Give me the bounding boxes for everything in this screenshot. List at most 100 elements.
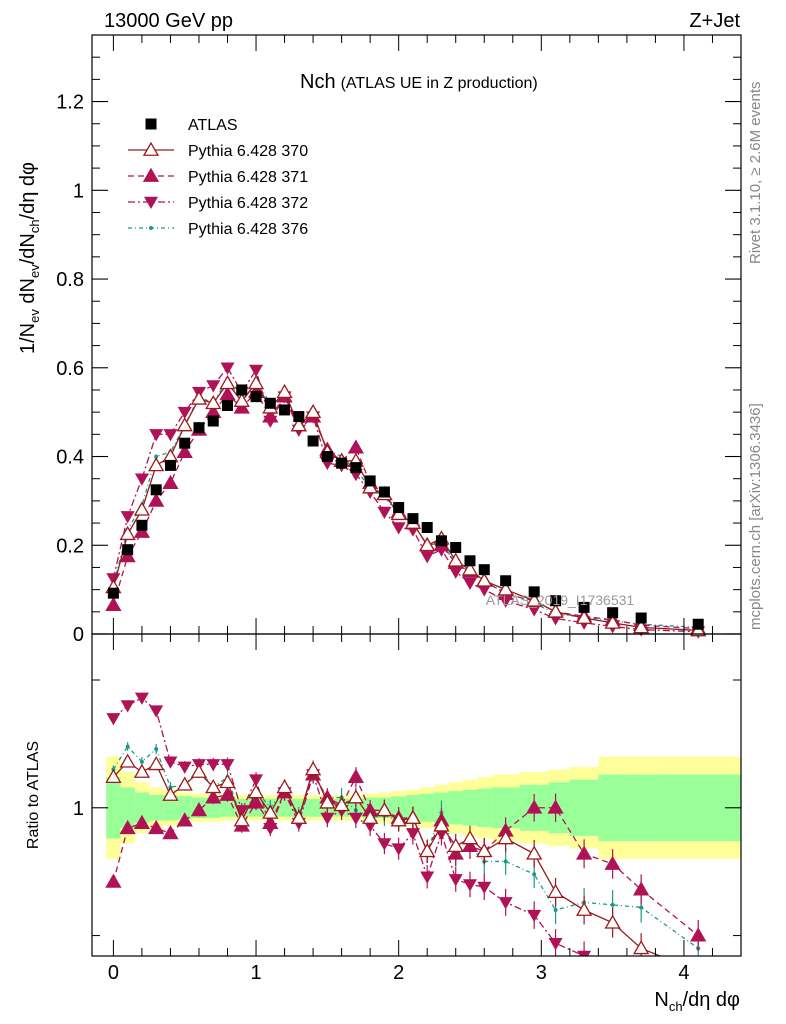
- y-tick-label: 0: [73, 624, 84, 646]
- stat-uncertainty-band: [477, 788, 492, 827]
- data-point: [607, 607, 619, 619]
- data-point: [526, 592, 543, 607]
- ratio-point: [575, 901, 593, 916]
- ratio-point: [348, 812, 363, 825]
- ratio-plot-frame: [91, 633, 742, 957]
- data-point: [528, 586, 540, 598]
- data-point: [464, 555, 476, 567]
- legend-marker: [144, 196, 158, 209]
- energy-label: 13000 GeV pp: [104, 10, 233, 32]
- source-label: mcplots.cern.ch [arXiv:1306.3436]: [747, 403, 764, 630]
- stat-uncertainty-band: [569, 779, 599, 836]
- data-point: [179, 437, 191, 449]
- ratio-point: [433, 817, 450, 832]
- legend-marker: [142, 167, 160, 182]
- main-plot-data: [105, 362, 707, 639]
- data-point: [391, 522, 406, 535]
- stat-uncertainty-band: [106, 777, 121, 839]
- ratio-point: [390, 812, 407, 827]
- data-point: [164, 459, 176, 471]
- data-point: [133, 523, 151, 538]
- data-point: [307, 435, 319, 447]
- y-tick-label: 0.2: [56, 535, 84, 557]
- data-point: [207, 415, 219, 427]
- ratio-point: [233, 812, 250, 827]
- data-point: [364, 475, 376, 487]
- legend-label: Pythia 6.428 371: [188, 169, 308, 186]
- data-point: [477, 584, 492, 597]
- ratio-point: [690, 927, 707, 942]
- ratio-point: [553, 908, 558, 912]
- ratio-plot-panel: 1 0 1 2 3 4 Ratio to ATLAS Nch/dη dφ: [25, 633, 742, 1014]
- ratio-point: [405, 828, 420, 841]
- data-point: [247, 374, 265, 390]
- ratio-point: [604, 914, 621, 929]
- ratio-point: [134, 692, 149, 705]
- ratio-point: [177, 761, 192, 774]
- ratio-point: [262, 804, 279, 819]
- ratio-point: [461, 830, 479, 845]
- ratio-point: [163, 756, 178, 769]
- data-point: [550, 595, 562, 607]
- x-tick-label: 0: [108, 962, 119, 984]
- legend-marker: [145, 118, 157, 130]
- ratio-point: [419, 842, 436, 858]
- ratio-point: [448, 874, 463, 887]
- ratio-point: [205, 789, 222, 804]
- data-point: [233, 392, 250, 407]
- data-point: [279, 404, 291, 416]
- ratio-point: [633, 881, 650, 896]
- ratio-point: [119, 819, 136, 835]
- data-point: [205, 394, 222, 410]
- ratio-point: [575, 845, 593, 860]
- ratio-point: [247, 784, 265, 799]
- ratio-point: [548, 937, 563, 951]
- data-point: [336, 457, 348, 469]
- ratio-point: [219, 786, 236, 801]
- data-point: [262, 408, 279, 423]
- data-point: [236, 384, 248, 396]
- data-point: [304, 403, 322, 419]
- ratio-point: [633, 940, 650, 955]
- ratio-point: [276, 779, 293, 794]
- legend-label: Pythia 6.428 370: [188, 143, 308, 160]
- ratio-point: [577, 950, 592, 956]
- series-line: [112, 391, 699, 630]
- ratio-point: [162, 786, 179, 801]
- ratio-point: [304, 761, 322, 776]
- data-point: [264, 397, 276, 409]
- ratio-point: [391, 843, 406, 856]
- ratio-point: [133, 814, 151, 830]
- data-point: [378, 486, 390, 498]
- ratio-point: [503, 859, 508, 864]
- rivet-version-label: Rivet 3.1.10, ≥ 2.6M events: [747, 82, 764, 265]
- ratio-point: [249, 774, 264, 787]
- ratio-point: [447, 837, 464, 853]
- ratio-point: [377, 838, 392, 851]
- ratio-point: [639, 905, 644, 910]
- x-axis-label: Nch/dη dφ: [654, 989, 740, 1014]
- data-point: [219, 374, 236, 390]
- ratio-point: [604, 855, 621, 870]
- ratio-y-axis-label: Ratio to ATLAS: [25, 741, 42, 849]
- data-point: [148, 492, 165, 507]
- data-point: [578, 601, 590, 613]
- data-point: [635, 612, 647, 624]
- stat-uncertainty-band: [420, 793, 435, 822]
- ratio-point: [162, 825, 179, 840]
- data-point: [421, 522, 433, 534]
- data-point: [462, 577, 477, 590]
- plot-title-sub: (ATLAS UE in Z production): [341, 75, 538, 92]
- x-tick-label: 4: [678, 962, 689, 984]
- y-tick-label: 0.8: [56, 269, 84, 291]
- series-line: [112, 382, 699, 632]
- data-point: [435, 535, 447, 547]
- ratio-point: [190, 802, 208, 817]
- data-point: [176, 417, 193, 432]
- ratio-point: [219, 773, 236, 789]
- data-point: [377, 506, 392, 519]
- data-point: [162, 474, 179, 490]
- legend-label: Pythia 6.428 376: [188, 221, 308, 238]
- plot-title-main: Nch: [300, 71, 336, 93]
